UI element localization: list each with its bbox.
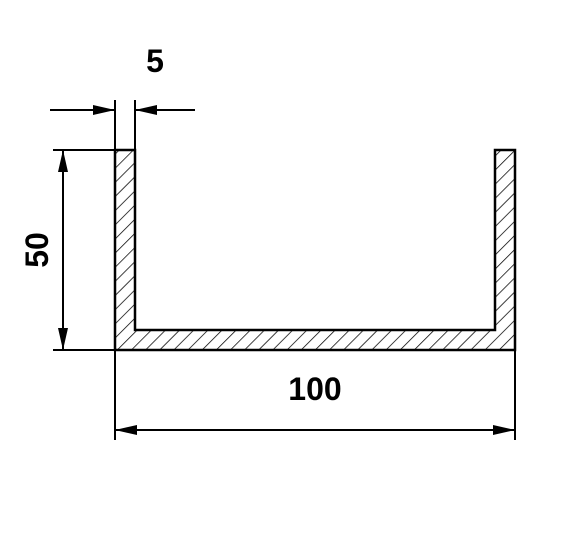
dim-width-label: 100 — [288, 371, 341, 407]
dim-thickness-label: 5 — [146, 43, 164, 79]
u-channel-profile — [115, 150, 515, 350]
dim-height-label: 50 — [19, 232, 55, 268]
arrowhead — [58, 150, 68, 172]
arrowhead — [93, 105, 115, 115]
arrowhead — [493, 425, 515, 435]
arrowhead — [58, 328, 68, 350]
arrowhead — [135, 105, 157, 115]
arrowhead — [115, 425, 137, 435]
